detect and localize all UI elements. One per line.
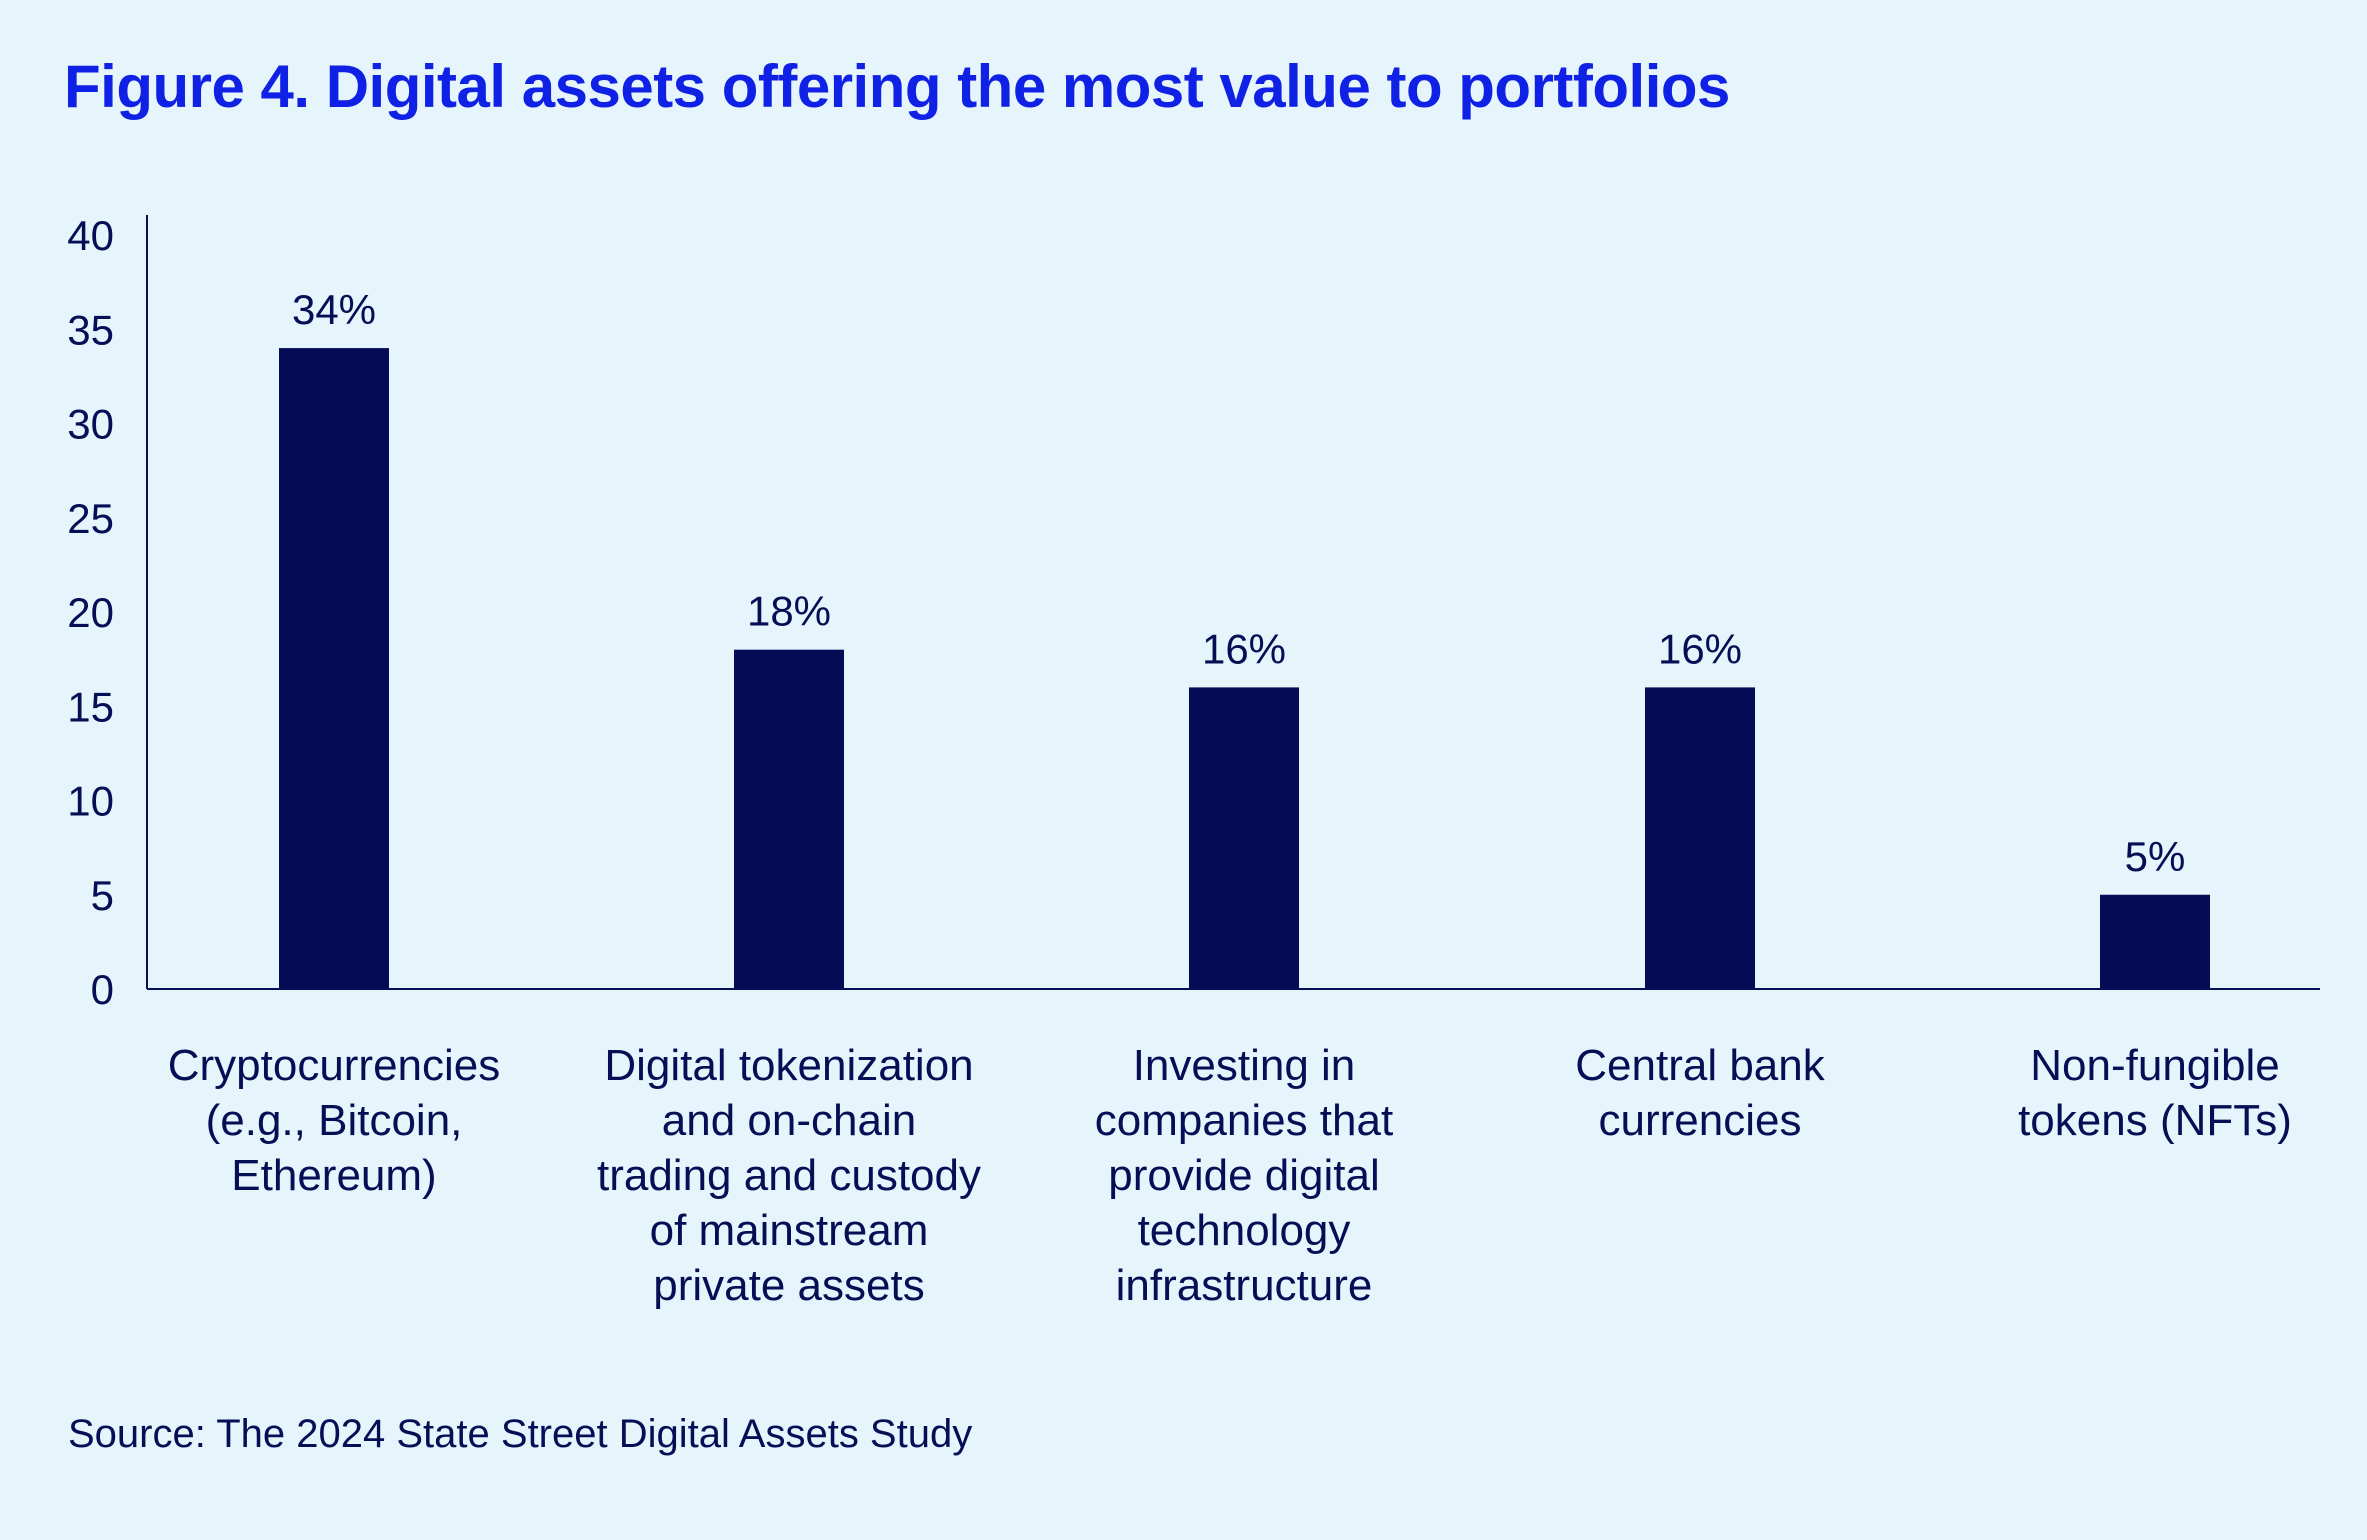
category-label-line: tokens (NFTs) [2018,1096,2292,1145]
y-tick-label: 20 [67,589,114,636]
data-labels: 34% 18% 16% 16% 5% [292,286,2185,880]
category-label-line: Non-fungible [2030,1041,2280,1090]
category-label: Central bank currencies [1575,1041,1825,1145]
bar-value-label: 16% [1202,625,1286,672]
category-label-line: Investing in [1133,1041,1356,1090]
bar-value-label: 34% [292,286,376,333]
category-label: Digital tokenization and on-chain trading … [597,1041,981,1310]
bar [279,348,389,990]
y-axis-ticks: 0 5 10 15 20 25 30 35 40 [67,212,114,1013]
category-label-line: (e.g., Bitcoin, [206,1096,463,1145]
category-label-line: of mainstream [650,1206,929,1255]
y-tick-label: 0 [91,966,114,1013]
bar-value-label: 16% [1658,625,1742,672]
category-label-line: companies that [1095,1096,1393,1145]
category-labels: Cryptocurrencies (e.g., Bitcoin, Ethereum)… [168,1041,2292,1310]
category-label: Non-fungible tokens (NFTs) [2018,1041,2292,1145]
y-tick-label: 10 [67,778,114,825]
category-label-line: trading and custody [597,1151,981,1200]
category-label: Cryptocurrencies (e.g., Bitcoin, Ethereum) [168,1041,501,1200]
y-tick-label: 25 [67,495,114,542]
source-note: Source: The 2024 State Street Digital As… [68,1412,973,1456]
category-label-line: provide digital [1108,1151,1380,1200]
category-label-line: Central bank [1575,1041,1825,1090]
y-tick-label: 30 [67,401,114,448]
y-tick-label: 15 [67,683,114,730]
bar-value-label: 5% [2125,833,2186,880]
category-label-line: infrastructure [1116,1261,1373,1310]
category-label-line: technology [1138,1206,1351,1255]
y-tick-label: 5 [91,872,114,919]
bar-chart: 0 5 10 15 20 25 30 35 40 34% 18% 16% 16% 5% Cryptocu… [67,212,2320,1310]
chart-title: Figure 4. Digital assets offering the mo… [64,53,1730,120]
bar-value-label: 18% [747,588,831,635]
category-label-line: Ethereum) [231,1151,436,1200]
category-label: Investing in companies that provide digita… [1095,1041,1393,1310]
bar [1189,687,1299,989]
category-label-line: Digital tokenization [604,1041,973,1090]
category-label-line: private assets [653,1261,924,1310]
bars [279,348,2210,990]
bar [2100,894,2210,989]
bar [734,649,844,989]
y-tick-label: 35 [67,306,114,353]
category-label-line: and on-chain [662,1096,916,1145]
y-tick-label: 40 [67,212,114,259]
category-label-line: currencies [1599,1096,1802,1145]
category-label-line: Cryptocurrencies [168,1041,501,1090]
bar [1645,687,1755,989]
